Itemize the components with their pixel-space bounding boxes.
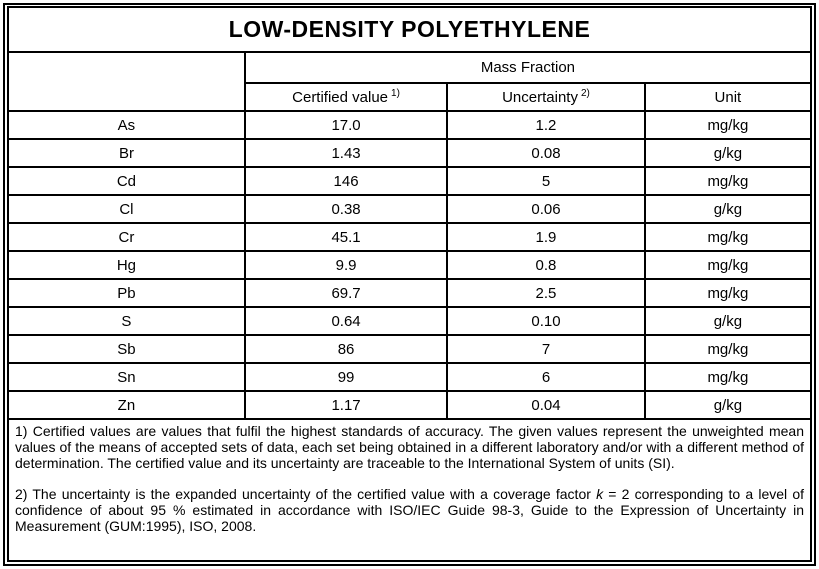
unit-cell: g/kg <box>643 390 813 420</box>
page-title: LOW-DENSITY POLYETHYLENE <box>7 6 812 53</box>
certified-value-cell: 9.9 <box>243 250 449 280</box>
unit-header: Unit <box>643 82 813 112</box>
uncertainty-cell: 2.5 <box>446 278 646 308</box>
unit-cell: g/kg <box>643 138 813 168</box>
certificate-page: LOW-DENSITY POLYETHYLENE Mass Fraction C… <box>3 3 816 566</box>
element-cell: Sn <box>7 362 246 392</box>
title-row: LOW-DENSITY POLYETHYLENE <box>7 6 812 53</box>
certified-value-cell: 0.64 <box>243 306 449 336</box>
certified-value-cell: 99 <box>243 362 449 392</box>
table-row: Hg 9.9 0.8 mg/kg <box>7 250 813 280</box>
uncertainty-cell: 7 <box>446 334 646 364</box>
element-cell: Cd <box>7 166 246 196</box>
table-row: Br 1.43 0.08 g/kg <box>7 138 813 168</box>
element-cell: S <box>7 306 246 336</box>
table-row: Sb 86 7 mg/kg <box>7 334 813 364</box>
element-cell: Br <box>7 138 246 168</box>
element-cell: Hg <box>7 250 246 280</box>
certified-value-label: Certified value <box>292 88 389 106</box>
element-cell: Cl <box>7 194 246 224</box>
table-row: As 17.0 1.2 mg/kg <box>7 110 813 140</box>
certified-value-cell: 17.0 <box>243 110 449 140</box>
certified-value-cell: 146 <box>243 166 449 196</box>
certified-value-cell: 0.38 <box>243 194 449 224</box>
uncertainty-cell: 0.08 <box>446 138 646 168</box>
uncertainty-label: Uncertainty <box>502 88 578 106</box>
table-row: S 0.64 0.10 g/kg <box>7 306 813 336</box>
element-cell: Cr <box>7 222 246 252</box>
uncertainty-cell: 5 <box>446 166 646 196</box>
uncertainty-cell: 0.06 <box>446 194 646 224</box>
unit-cell: mg/kg <box>643 362 813 392</box>
footnotes-row: 1) Certified values are values that fulf… <box>7 418 812 562</box>
footnote-2-text-start: 2) The uncertainty is the expanded uncer… <box>15 485 597 502</box>
unit-cell: mg/kg <box>643 166 813 196</box>
footnote-2-text-end: = 2 corresponding to a level of confiden… <box>15 485 804 535</box>
table-row: Cr 45.1 1.9 mg/kg <box>7 222 813 252</box>
footnote-1: 1) Certified values are values that fulf… <box>15 423 804 472</box>
table-row: Cd 146 5 mg/kg <box>7 166 813 196</box>
uncertainty-cell: 6 <box>446 362 646 392</box>
unit-cell: mg/kg <box>643 334 813 364</box>
certified-value-cell: 69.7 <box>243 278 449 308</box>
footnotes-cell: 1) Certified values are values that fulf… <box>7 418 812 562</box>
certificate-table: LOW-DENSITY POLYETHYLENE Mass Fraction C… <box>7 6 813 562</box>
unit-cell: mg/kg <box>643 110 813 140</box>
unit-cell: g/kg <box>643 306 813 336</box>
unit-cell: mg/kg <box>643 222 813 252</box>
uncertainty-header: Uncertainty 2) <box>446 82 646 112</box>
mass-fraction-header: Mass Fraction <box>243 51 813 84</box>
table-row: Zn 1.17 0.04 g/kg <box>7 390 813 420</box>
footnote-ref-2: 2) <box>580 87 590 99</box>
footnote-2-k-symbol: k <box>596 485 604 502</box>
unit-cell: mg/kg <box>643 278 813 308</box>
uncertainty-cell: 1.9 <box>446 222 646 252</box>
unit-cell: g/kg <box>643 194 813 224</box>
element-cell: Sb <box>7 334 246 364</box>
uncertainty-cell: 0.8 <box>446 250 646 280</box>
corner-empty-cell <box>7 51 246 112</box>
footnote-2: 2) The uncertainty is the expanded uncer… <box>15 486 804 535</box>
certified-value-cell: 86 <box>243 334 449 364</box>
uncertainty-cell: 0.04 <box>446 390 646 420</box>
uncertainty-cell: 1.2 <box>446 110 646 140</box>
group-header-row: Mass Fraction <box>7 51 813 112</box>
certified-value-cell: 1.43 <box>243 138 449 168</box>
element-cell: Zn <box>7 390 246 420</box>
table-row: Cl 0.38 0.06 g/kg <box>7 194 813 224</box>
table-row: Sn 99 6 mg/kg <box>7 362 813 392</box>
footnote-ref-1: 1) <box>391 87 400 99</box>
uncertainty-cell: 0.10 <box>446 306 646 336</box>
element-cell: As <box>7 110 246 140</box>
certified-value-cell: 1.17 <box>243 390 449 420</box>
column-header-row: Certified value 1) Uncertainty 2) Unit <box>8 82 813 112</box>
certified-value-header: Certified value 1) <box>243 82 449 112</box>
table-row: Pb 69.7 2.5 mg/kg <box>7 278 813 308</box>
element-cell: Pb <box>7 278 246 308</box>
unit-cell: mg/kg <box>643 250 813 280</box>
certified-value-cell: 45.1 <box>243 222 449 252</box>
